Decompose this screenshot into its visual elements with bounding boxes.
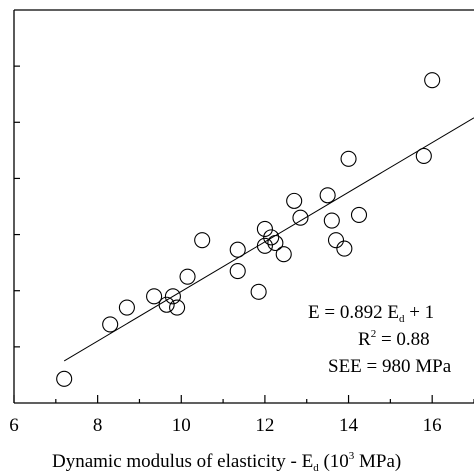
x-tick-label: 14 xyxy=(339,415,359,436)
data-point xyxy=(323,212,340,229)
x-axis-label: Dynamic modulus of elasticity - Ed (103 … xyxy=(52,450,401,474)
x-tick-label: 10 xyxy=(172,415,191,436)
data-point xyxy=(256,220,273,238)
x-tick-label: 8 xyxy=(93,415,103,436)
x-tick-label: 16 xyxy=(423,415,442,436)
data-points xyxy=(56,72,441,387)
data-point xyxy=(415,147,432,165)
data-point xyxy=(194,232,211,249)
data-point xyxy=(263,229,280,246)
data-point xyxy=(158,296,175,313)
data-point xyxy=(267,234,284,252)
data-point xyxy=(286,192,303,209)
data-point xyxy=(319,187,336,204)
data-point xyxy=(292,209,309,226)
data-point xyxy=(256,237,273,254)
r-squared-label: R2 = 0.88 xyxy=(358,328,430,350)
data-point xyxy=(102,316,119,333)
x-axis-ticks xyxy=(13,395,474,403)
data-point xyxy=(424,72,441,89)
x-tick-label: 12 xyxy=(255,415,274,436)
data-point xyxy=(229,263,246,280)
data-point xyxy=(118,299,135,316)
x-tick-label: 6 xyxy=(9,415,19,436)
data-point xyxy=(336,240,353,257)
data-point xyxy=(229,241,246,258)
regression-equation: E = 0.892 Ed + 1 xyxy=(308,302,434,325)
data-point xyxy=(327,232,345,249)
data-point xyxy=(164,288,181,305)
y-axis-ticks xyxy=(14,65,20,348)
data-point xyxy=(146,288,163,305)
data-point xyxy=(275,246,292,263)
x-axis-tick-labels: 6 8 10 12 14 16 xyxy=(9,415,441,436)
data-point xyxy=(56,370,73,387)
data-point xyxy=(169,299,186,316)
data-point xyxy=(340,150,357,167)
plot-frame xyxy=(13,9,474,404)
data-point xyxy=(250,283,267,300)
data-point xyxy=(350,206,368,223)
data-point xyxy=(179,268,196,285)
see-label: SEE = 980 MPa xyxy=(328,356,452,377)
